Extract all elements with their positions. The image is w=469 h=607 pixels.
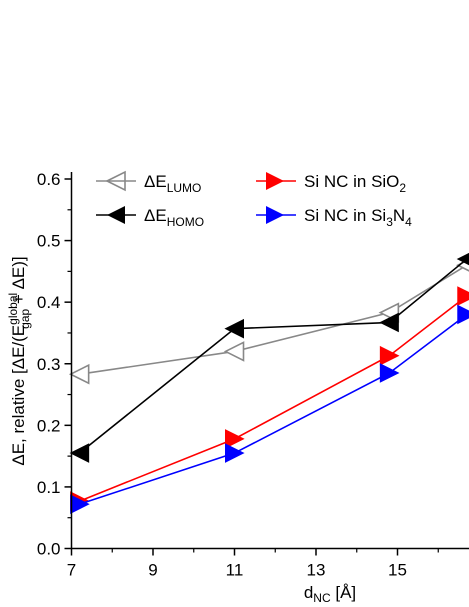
plot-area [68, 252, 469, 514]
legend-label-si3n4-sub2: 4 [405, 215, 412, 229]
legend-label-si3n4-sub: 3 [386, 215, 393, 229]
legend-label-sio2-base: Si NC in SiO [304, 172, 399, 191]
series-line [79, 295, 468, 502]
legend-label-homo: ΔEHOMO [144, 206, 204, 229]
legend-item-lumo: ΔELUMO [96, 170, 201, 195]
data-point [457, 286, 469, 306]
legend-item-homo: ΔEHOMO [96, 206, 204, 229]
legend-label-homo-base: ΔE [144, 206, 167, 225]
legend: ΔELUMO ΔEHOMO Si NC in SiO2 Si NC in Si3… [96, 170, 412, 229]
y-axis-title: ΔE, relative [ΔE/(Eglobalgap + ΔE)] [6, 256, 32, 465]
data-point [457, 304, 469, 325]
legend-label-si3n4-base: Si NC in Si [304, 206, 386, 225]
legend-label-si3n4: Si NC in Si3N4 [304, 206, 412, 229]
x-axis-title-rest: [Å] [331, 583, 357, 602]
legend-label-sio2-sub: 2 [399, 181, 406, 195]
legend-item-sio2: Si NC in SiO2 [256, 172, 406, 195]
x-tick-label: 15 [388, 561, 407, 580]
y-axis-title-sub: gap [18, 308, 32, 328]
data-point [379, 363, 400, 383]
legend-label-sio2: Si NC in SiO2 [304, 172, 406, 195]
data-point [69, 443, 90, 463]
data-point [223, 341, 245, 362]
ticks: 7 9 11 13 15 0.0 0.1 0.2 0.3 0.4 0.5 0.6 [37, 170, 439, 580]
legend-label-lumo-sub: LUMO [167, 181, 202, 195]
data-point [225, 443, 245, 463]
legend-label-lumo-base: ΔE [144, 172, 167, 191]
y-axis-title-sup: global [6, 293, 20, 325]
y-tick-label: 0.1 [37, 478, 61, 497]
x-tick-label: 7 [67, 561, 76, 580]
y-tick-label: 0.4 [37, 293, 61, 312]
y-axis-title-part2: + ΔE)] [9, 256, 28, 308]
x-axis-title-sub: NC [313, 591, 331, 605]
y-tick-label: 0.3 [37, 355, 61, 374]
y-tick-label: 0.6 [37, 170, 61, 189]
data-point [379, 312, 399, 333]
x-tick-label: 13 [307, 561, 326, 580]
data-point [456, 252, 469, 266]
legend-marker-homo [107, 206, 125, 224]
data-point [70, 494, 90, 514]
x-axis-title-base: d [304, 583, 313, 602]
legend-marker-si3n4 [266, 206, 284, 224]
series-line [79, 258, 468, 454]
legend-label-homo-sub: HOMO [167, 215, 204, 229]
y-tick-label: 0.0 [37, 540, 61, 559]
data-point [379, 345, 400, 366]
legend-marker-sio2 [266, 172, 284, 190]
x-tick-label: 9 [148, 561, 157, 580]
legend-item-si3n4: Si NC in Si3N4 [256, 206, 412, 229]
x-axis-title: dNC [Å] [304, 583, 356, 605]
legend-label-lumo: ΔELUMO [144, 172, 201, 195]
data-point [68, 363, 90, 385]
legend-label-si3n4-after-sub: N [393, 206, 405, 225]
data-point [224, 318, 244, 339]
data-point [225, 429, 245, 449]
y-tick-label: 0.5 [37, 232, 61, 251]
series-line [79, 313, 468, 505]
y-tick-label: 0.2 [37, 416, 61, 435]
y-axis-title-part1: ΔE, relative [ΔE/(E [9, 325, 28, 466]
legend-marker-lumo [105, 170, 126, 192]
series-line [79, 264, 468, 376]
x-tick-label: 11 [226, 561, 244, 580]
